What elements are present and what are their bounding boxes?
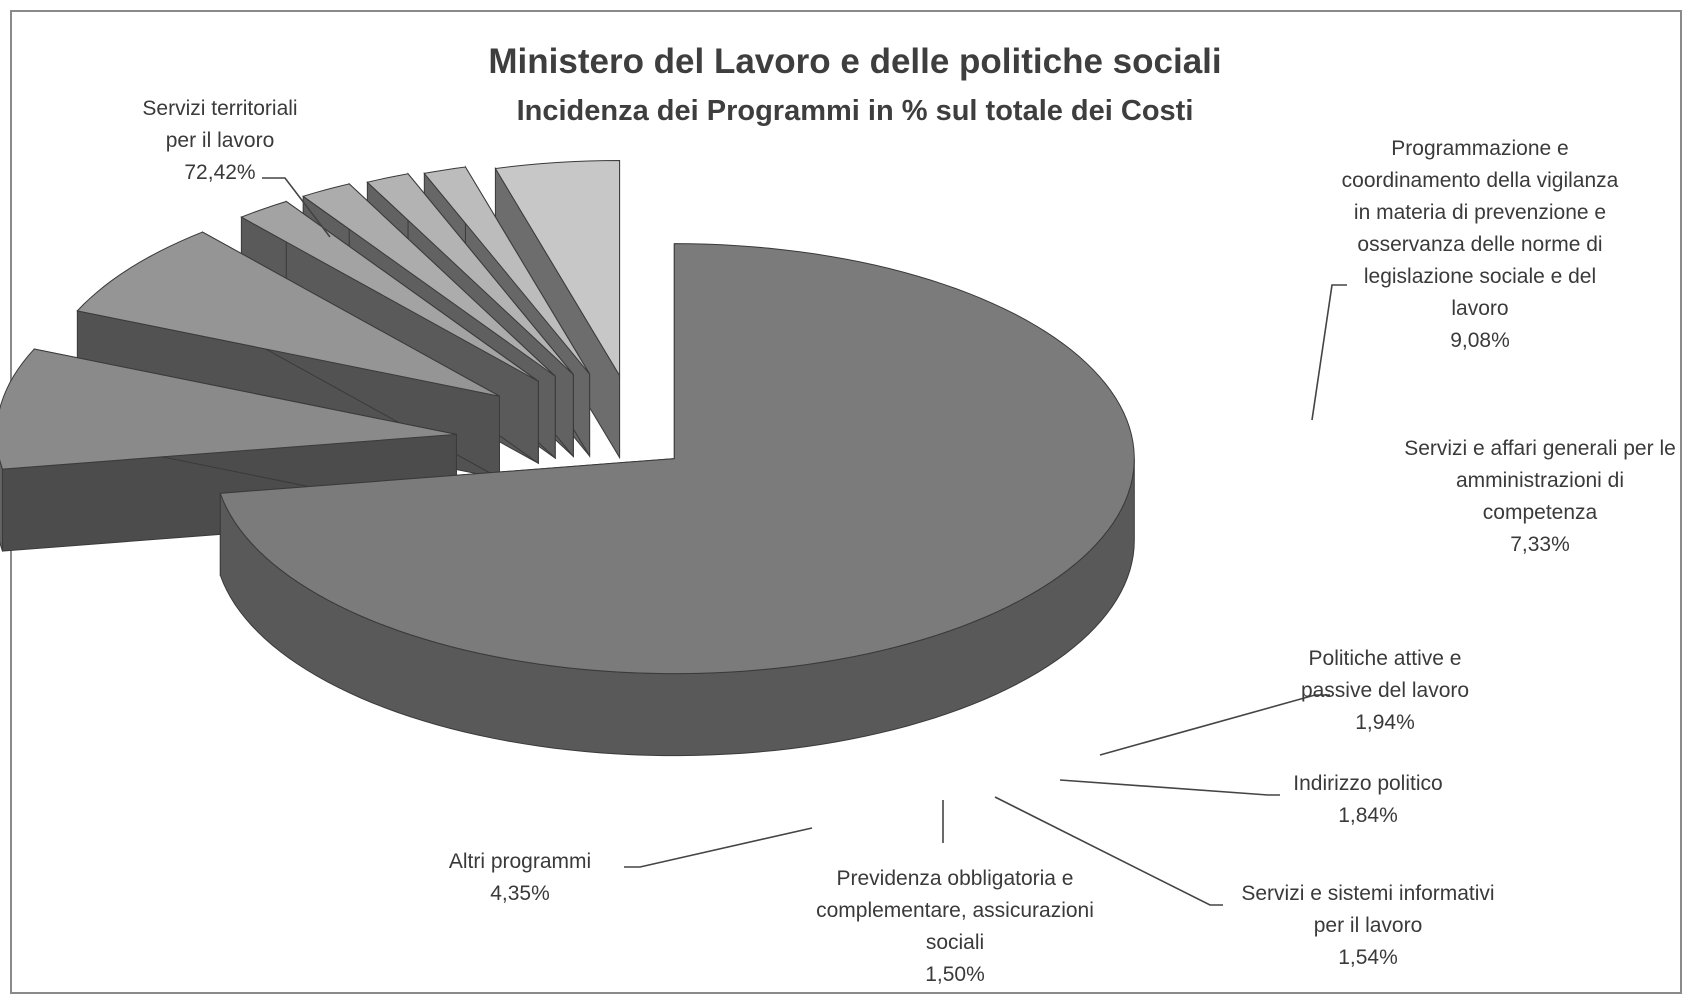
slice-top [0, 348, 457, 470]
slice-percent: 9,08% [1450, 329, 1510, 352]
slice-label-1: Servizi territoriali per il lavoro 72,42% [142, 97, 297, 184]
slice-top [494, 160, 621, 378]
leader-line-5 [1059, 779, 1280, 796]
slice-percent: 1,84% [1338, 804, 1398, 827]
slice-label-line: Altri programmi [449, 850, 591, 873]
slice-percent: 1,54% [1338, 946, 1398, 969]
slice-label-line: Servizi e sistemi informativi [1241, 882, 1494, 905]
slice-top [240, 200, 539, 382]
slice-top [366, 173, 574, 375]
slice-label-line: in materia di prevenzione e [1354, 201, 1606, 224]
slice-label-4: Politiche attive e passive del lavoro 1,94… [1301, 647, 1469, 734]
slice-label-line: Politiche attive e [1309, 647, 1462, 670]
slice-label-6: Servizi e sistemi informativi per il lavo… [1241, 882, 1494, 969]
leader-line-2 [1311, 284, 1347, 421]
slice-top [302, 183, 556, 377]
slice-top [219, 243, 1135, 675]
slice-top [423, 166, 591, 375]
slice-label-line: amministrazioni di [1456, 469, 1624, 492]
slice-label-line: per il lavoro [1314, 914, 1423, 937]
leader-line-1 [262, 177, 331, 238]
slice-percent: 4,35% [490, 882, 550, 905]
slice-label-line: legislazione sociale e del [1364, 265, 1596, 288]
slice-label-line: lavoro [1451, 297, 1508, 320]
leader-line-8 [624, 827, 813, 868]
slice-1 [219, 243, 1135, 757]
pie-slices [0, 160, 1135, 757]
slice-label-5: Indirizzo politico 1,84% [1293, 772, 1442, 827]
slice-label-line: passive del lavoro [1301, 679, 1469, 702]
chart-title: Ministero del Lavoro e delle politiche s… [488, 42, 1221, 81]
slice-labels: Servizi territoriali per il lavoro 72,42% P… [142, 97, 1675, 986]
chart-subtitle: Incidenza dei Programmi in % sul totale … [517, 95, 1194, 127]
slice-label-line: Servizi territoriali [142, 97, 297, 120]
slice-label-3: Servizi e affari generali per le amminist… [1404, 437, 1676, 556]
slice-label-8: Altri programmi 4,35% [449, 850, 591, 905]
slice-label-7: Previdenza obbligatoria e complementare, … [816, 867, 1094, 986]
slice-top [76, 231, 500, 397]
slice-label-2: Programmazione e coordinamento della vigi… [1342, 137, 1619, 352]
slice-percent: 7,33% [1510, 533, 1570, 556]
leader-line-4 [1099, 694, 1330, 756]
leader-line-6 [994, 796, 1223, 906]
slice-label-line: competenza [1483, 501, 1598, 524]
slice-label-line: sociali [926, 931, 984, 954]
slice-label-line: coordinamento della vigilanza [1342, 169, 1619, 192]
slice-label-line: osservanza delle norme di [1357, 233, 1602, 256]
slice-percent: 72,42% [184, 161, 255, 184]
slice-label-line: Indirizzo politico [1293, 772, 1442, 795]
slice-label-line: complementare, assicurazioni [816, 899, 1094, 922]
slice-label-line: Previdenza obbligatoria e [837, 867, 1074, 890]
leader-lines [262, 177, 1347, 906]
slice-label-line: Programmazione e [1391, 137, 1568, 160]
slice-percent: 1,94% [1355, 711, 1415, 734]
slice-rim [0, 458, 3, 552]
slice-label-line: per il lavoro [166, 129, 275, 152]
slice-label-line: Servizi e affari generali per le [1404, 437, 1676, 460]
slice-percent: 1,50% [925, 963, 985, 986]
